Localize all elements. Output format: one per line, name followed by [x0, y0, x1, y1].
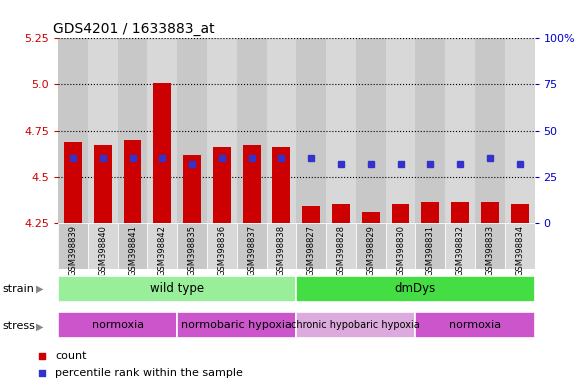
Bar	[58, 313, 177, 338]
Text: GSM398835: GSM398835	[188, 225, 196, 276]
Bar	[415, 223, 445, 269]
Bar	[392, 204, 410, 223]
Bar	[64, 142, 82, 223]
Bar	[153, 83, 171, 223]
Bar	[326, 223, 356, 269]
Text: GSM398836: GSM398836	[217, 225, 227, 276]
Text: ▶: ▶	[36, 321, 44, 331]
Text: count: count	[55, 351, 87, 361]
Text: strain: strain	[3, 284, 35, 294]
Bar	[445, 38, 475, 223]
Bar	[421, 202, 439, 223]
Text: GSM398839: GSM398839	[69, 225, 77, 276]
Text: normobaric hypoxia: normobaric hypoxia	[181, 320, 292, 331]
Bar	[415, 38, 445, 223]
Bar	[213, 147, 231, 223]
Bar	[177, 313, 296, 338]
Bar	[475, 38, 505, 223]
Text: GDS4201 / 1633883_at: GDS4201 / 1633883_at	[53, 22, 215, 36]
Bar	[58, 223, 88, 269]
Bar	[362, 212, 379, 223]
Bar	[451, 202, 469, 223]
Bar	[243, 145, 260, 223]
Bar	[267, 38, 296, 223]
Text: GSM398831: GSM398831	[426, 225, 435, 276]
Bar	[183, 154, 201, 223]
Text: GSM398829: GSM398829	[366, 225, 375, 276]
Point	[405, 110, 414, 116]
Bar	[148, 38, 177, 223]
Bar	[94, 145, 112, 223]
Text: GSM398838: GSM398838	[277, 225, 286, 276]
Bar	[356, 38, 386, 223]
Bar	[267, 223, 296, 269]
Bar	[88, 223, 117, 269]
Bar	[296, 276, 535, 302]
Text: GSM398832: GSM398832	[456, 225, 465, 276]
Bar	[386, 223, 415, 269]
Bar	[326, 38, 356, 223]
Bar	[386, 38, 415, 223]
Bar	[124, 140, 141, 223]
Bar	[177, 223, 207, 269]
Bar	[58, 276, 296, 302]
Text: GSM398837: GSM398837	[247, 225, 256, 276]
Bar	[117, 223, 148, 269]
Text: wild type: wild type	[150, 283, 205, 295]
Bar	[148, 223, 177, 269]
Bar	[296, 38, 326, 223]
Bar	[356, 223, 386, 269]
Bar	[117, 38, 148, 223]
Text: chronic hypobaric hypoxia: chronic hypobaric hypoxia	[292, 320, 420, 331]
Text: percentile rank within the sample: percentile rank within the sample	[55, 368, 243, 378]
Text: GSM398842: GSM398842	[158, 225, 167, 276]
Text: GSM398840: GSM398840	[98, 225, 107, 276]
Text: GSM398828: GSM398828	[336, 225, 346, 276]
Point	[405, 264, 414, 270]
Bar	[332, 204, 350, 223]
Text: GSM398827: GSM398827	[307, 225, 315, 276]
Text: GSM398833: GSM398833	[485, 225, 494, 276]
Bar	[302, 206, 320, 223]
Text: GSM398834: GSM398834	[515, 225, 524, 276]
Text: normoxia: normoxia	[92, 320, 144, 331]
Bar	[511, 204, 529, 223]
Bar	[177, 38, 207, 223]
Bar	[505, 38, 535, 223]
Bar	[272, 147, 290, 223]
Bar	[207, 223, 237, 269]
Bar	[445, 223, 475, 269]
Bar	[207, 38, 237, 223]
Bar	[237, 38, 267, 223]
Bar	[296, 223, 326, 269]
Text: GSM398830: GSM398830	[396, 225, 405, 276]
Text: stress: stress	[3, 321, 36, 331]
Bar	[505, 223, 535, 269]
Text: GSM398841: GSM398841	[128, 225, 137, 276]
Bar	[475, 223, 505, 269]
Bar	[58, 38, 88, 223]
Text: normoxia: normoxia	[449, 320, 501, 331]
Text: dmDys: dmDys	[395, 283, 436, 295]
Text: ▶: ▶	[36, 284, 44, 294]
Bar	[237, 223, 267, 269]
Bar	[415, 313, 535, 338]
Bar	[88, 38, 117, 223]
Bar	[481, 202, 498, 223]
Bar	[296, 313, 415, 338]
